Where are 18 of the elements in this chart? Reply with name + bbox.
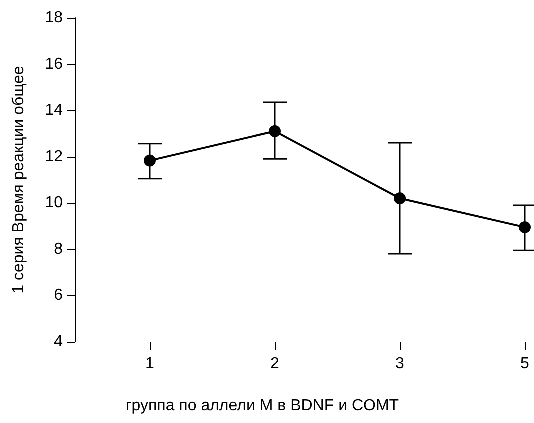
y-tick-label: 4 xyxy=(54,334,64,350)
y-tick-label: 10 xyxy=(45,194,64,212)
point xyxy=(519,221,531,234)
y-tick-label: 6 xyxy=(54,287,64,304)
y-tick-label: 18 xyxy=(45,10,64,26)
point xyxy=(394,192,406,205)
x-tick-label: 1 xyxy=(146,356,155,372)
point xyxy=(269,125,281,138)
y-tick-label: 12 xyxy=(45,148,64,166)
x-tick-label: 3 xyxy=(396,356,405,372)
y-tick-label: 16 xyxy=(45,56,64,73)
y-tick-label: 8 xyxy=(54,240,64,258)
x-axis-title: группа по аллели M в BDNF и COMT xyxy=(126,398,400,414)
x-tick-label: 5 xyxy=(520,356,530,372)
point xyxy=(144,154,156,167)
y-tick-label: 14 xyxy=(45,102,64,120)
x-tick-label: 2 xyxy=(270,356,280,372)
y-axis-title: 1 серия Время реакции общее xyxy=(10,66,28,294)
